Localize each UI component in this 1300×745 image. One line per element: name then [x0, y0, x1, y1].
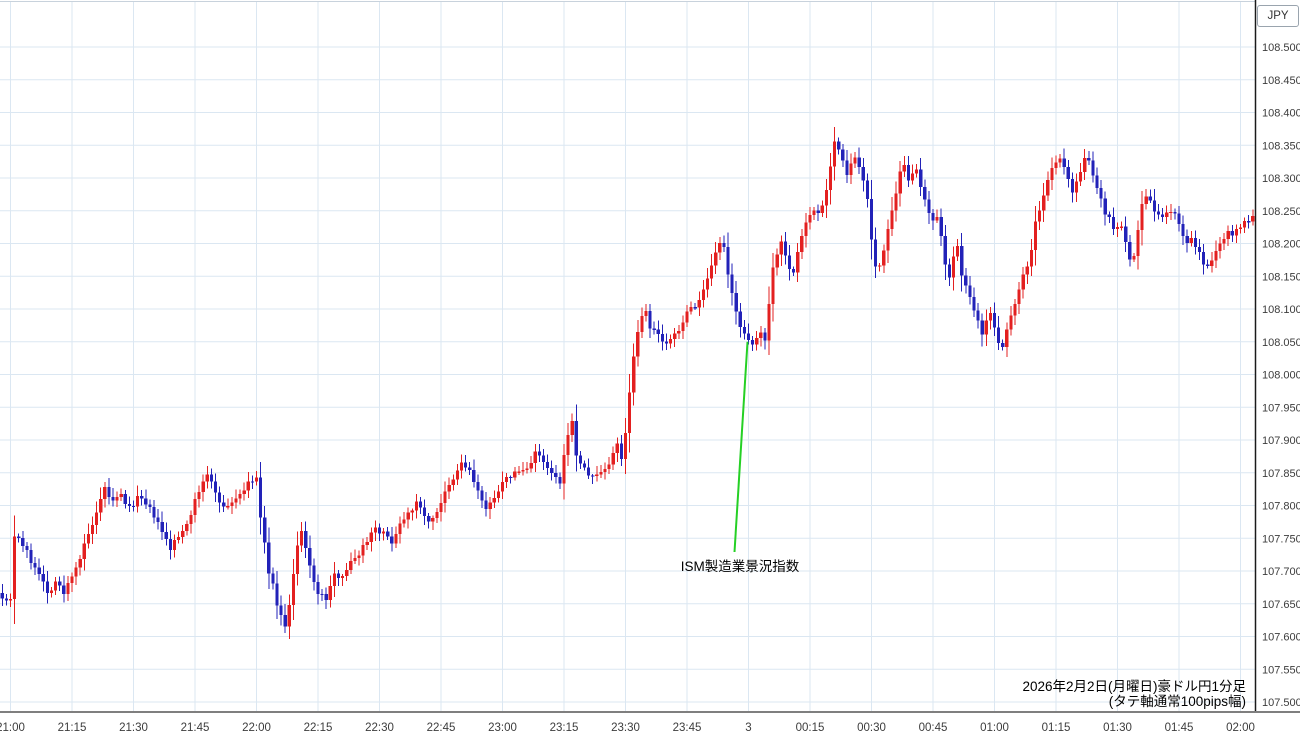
svg-text:107.500: 107.500 — [1262, 697, 1300, 709]
annotation-line — [733, 341, 749, 553]
svg-text:00:30: 00:30 — [857, 722, 886, 734]
svg-text:21:30: 21:30 — [119, 722, 148, 734]
svg-text:108.400: 108.400 — [1262, 108, 1300, 120]
svg-text:108.050: 108.050 — [1262, 337, 1300, 349]
svg-text:01:45: 01:45 — [1165, 722, 1194, 734]
candles — [0, 127, 1255, 639]
svg-text:22:30: 22:30 — [365, 722, 394, 734]
svg-text:108.500: 108.500 — [1262, 42, 1300, 54]
svg-text:108.000: 108.000 — [1262, 370, 1300, 382]
svg-text:108.300: 108.300 — [1262, 173, 1300, 185]
svg-text:21:00: 21:00 — [0, 722, 25, 734]
event-annotation-label: ISM製造業景況指数 — [680, 559, 800, 574]
svg-text:22:15: 22:15 — [304, 722, 333, 734]
svg-text:22:00: 22:00 — [242, 722, 271, 734]
svg-text:01:30: 01:30 — [1103, 722, 1132, 734]
svg-text:107.800: 107.800 — [1262, 501, 1300, 513]
svg-text:23:15: 23:15 — [550, 722, 579, 734]
svg-text:23:45: 23:45 — [673, 722, 702, 734]
svg-text:108.200: 108.200 — [1262, 239, 1300, 251]
svg-text:108.450: 108.450 — [1262, 75, 1300, 87]
svg-text:21:45: 21:45 — [181, 722, 210, 734]
svg-text:02:00: 02:00 — [1226, 722, 1255, 734]
svg-text:01:15: 01:15 — [1042, 722, 1071, 734]
axis-borders — [0, 0, 1300, 713]
svg-text:00:15: 00:15 — [796, 722, 825, 734]
svg-text:22:45: 22:45 — [427, 722, 456, 734]
chart-title-block: 2026年2月2日(月曜日)豪ドル円1分足 (タテ軸通常100pips幅) — [1022, 679, 1246, 709]
svg-text:107.900: 107.900 — [1262, 435, 1300, 447]
svg-text:107.650: 107.650 — [1262, 599, 1300, 611]
svg-text:108.150: 108.150 — [1262, 271, 1300, 283]
chart-subtitle: (タテ軸通常100pips幅) — [1108, 694, 1246, 709]
svg-text:108.250: 108.250 — [1262, 206, 1300, 218]
svg-text:23:00: 23:00 — [488, 722, 517, 734]
svg-text:3: 3 — [745, 722, 751, 734]
price-axis-labels: 108.500 108.450 108.400 108.350 108.300 108.2… — [1262, 42, 1300, 709]
time-axis-labels: 21:00 21:15 21:30 21:45 22:00 22:15 22:30 22:45… — [0, 722, 1255, 734]
svg-text:107.950: 107.950 — [1262, 402, 1300, 414]
svg-text:107.550: 107.550 — [1262, 664, 1300, 676]
svg-text:23:30: 23:30 — [611, 722, 640, 734]
svg-text:107.850: 107.850 — [1262, 468, 1300, 480]
price-axis-unit-label: JPY — [1257, 5, 1299, 27]
svg-text:108.350: 108.350 — [1262, 140, 1300, 152]
svg-text:107.700: 107.700 — [1262, 566, 1300, 578]
chart-title: 2026年2月2日(月曜日)豪ドル円1分足 — [1022, 679, 1246, 694]
svg-text:01:00: 01:00 — [980, 722, 1009, 734]
svg-text:107.750: 107.750 — [1262, 533, 1300, 545]
svg-text:107.600: 107.600 — [1262, 632, 1300, 644]
grid — [0, 2, 1255, 712]
svg-text:21:15: 21:15 — [58, 722, 87, 734]
svg-text:00:45: 00:45 — [919, 722, 948, 734]
svg-text:108.100: 108.100 — [1262, 304, 1300, 316]
